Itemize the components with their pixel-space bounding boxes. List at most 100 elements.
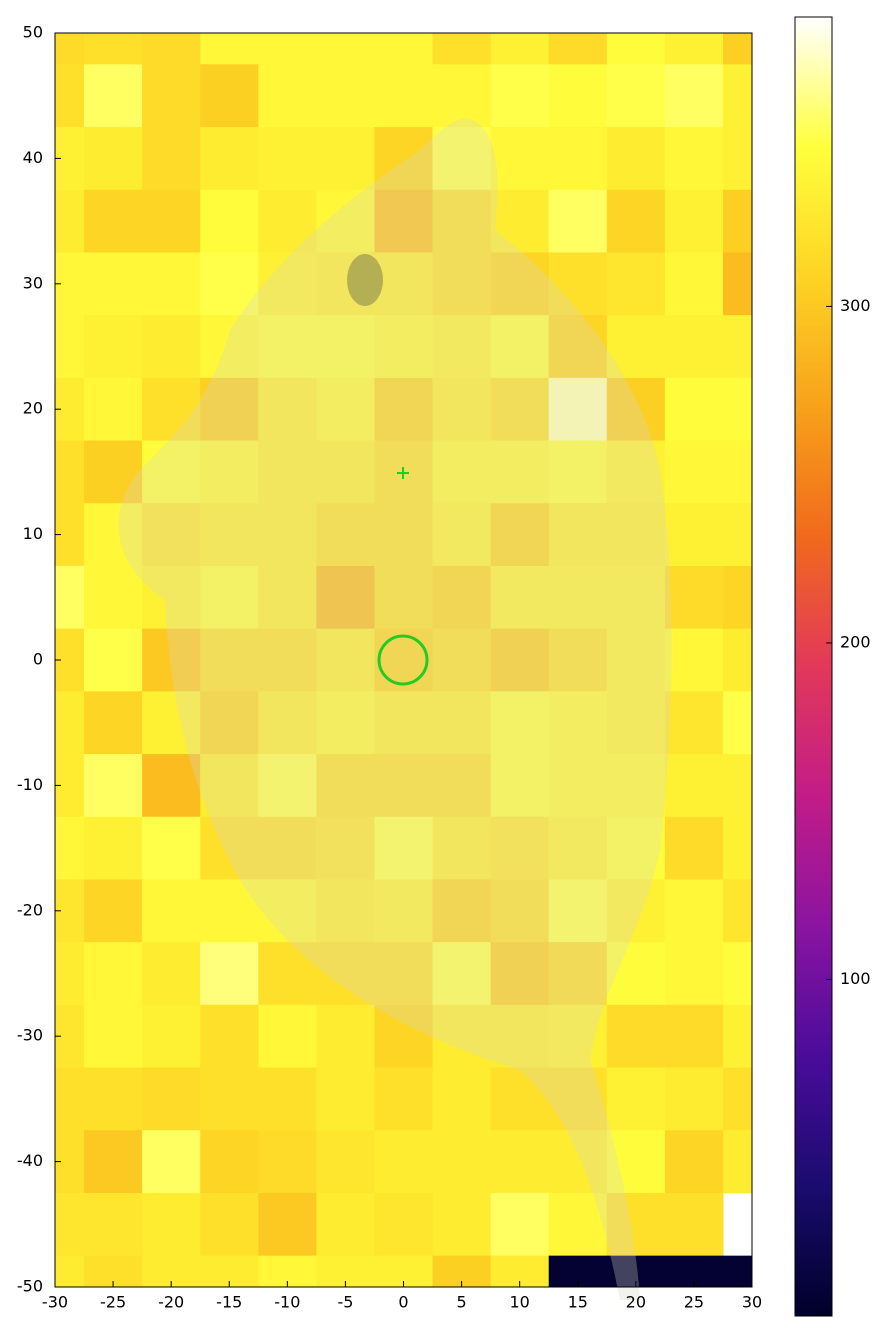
heatmap-cell bbox=[200, 127, 259, 190]
heatmap-cell bbox=[84, 1005, 143, 1068]
heatmap-cell bbox=[55, 441, 85, 504]
heatmap-cell bbox=[723, 629, 753, 692]
heatmap-cell bbox=[258, 64, 317, 127]
heatmap-cell bbox=[55, 315, 85, 378]
x-tick-label: 20 bbox=[626, 1293, 646, 1312]
heatmap-cell bbox=[142, 190, 201, 253]
heatmap-cell bbox=[142, 942, 201, 1005]
heatmap-cell bbox=[374, 1130, 433, 1193]
heatmap-cell bbox=[84, 315, 143, 378]
heatmap-cell bbox=[723, 1256, 753, 1288]
y-tick-label: -50 bbox=[17, 1277, 43, 1296]
y-tick-label: 40 bbox=[23, 148, 43, 167]
x-tick-label: 10 bbox=[509, 1293, 529, 1312]
heatmap-cell bbox=[665, 190, 724, 253]
heatmap-cell bbox=[665, 1130, 724, 1193]
heatmap-cell bbox=[665, 252, 724, 315]
heatmap-cell bbox=[607, 252, 666, 315]
colorbar-tick-label: 200 bbox=[840, 632, 871, 651]
heatmap-cell bbox=[374, 1068, 433, 1131]
colorbar-tick-label: 100 bbox=[840, 969, 871, 988]
heatmap-cell bbox=[665, 64, 724, 127]
heatmap-cell bbox=[374, 33, 433, 65]
colorbar bbox=[795, 17, 832, 1316]
heatmap-cell bbox=[200, 942, 259, 1005]
heatmap-cell bbox=[55, 1068, 85, 1131]
heatmap-cell bbox=[723, 1005, 753, 1068]
heatmap-cell bbox=[316, 1005, 375, 1068]
heatmap-cell bbox=[665, 127, 724, 190]
heatmap-cell bbox=[316, 1193, 375, 1256]
x-tick-label: -5 bbox=[337, 1293, 353, 1312]
heatmap-cell bbox=[723, 33, 753, 65]
heatmap-cell bbox=[84, 691, 143, 754]
heatmap-cell bbox=[55, 1193, 85, 1256]
x-tick-label: 25 bbox=[684, 1293, 704, 1312]
y-tick-label: 50 bbox=[23, 23, 43, 42]
y-tick-label: -30 bbox=[17, 1026, 43, 1045]
heatmap-cell bbox=[549, 190, 608, 253]
heatmap-cell bbox=[723, 378, 753, 441]
heatmap-cell bbox=[84, 127, 143, 190]
y-tick-label: -40 bbox=[17, 1151, 43, 1170]
heatmap-cell bbox=[723, 879, 753, 942]
heatmap-cell bbox=[84, 817, 143, 880]
heatmap-cell bbox=[84, 879, 143, 942]
heatmap-cell bbox=[142, 64, 201, 127]
heatmap-cell bbox=[665, 441, 724, 504]
heatmap-cell bbox=[607, 1005, 666, 1068]
x-tick-label: -10 bbox=[274, 1293, 300, 1312]
heatmap-cell bbox=[316, 1068, 375, 1131]
heatmap-cell bbox=[723, 942, 753, 1005]
heatmap-cell bbox=[491, 1193, 550, 1256]
heatmap-cell bbox=[549, 33, 608, 65]
heatmap-cell bbox=[55, 33, 85, 65]
heatmap-cell bbox=[433, 1193, 492, 1256]
heatmap-cell bbox=[200, 1193, 259, 1256]
heatmap-cell bbox=[258, 127, 317, 190]
heatmap-cell bbox=[723, 817, 753, 880]
heatmap-cell bbox=[55, 566, 85, 629]
heatmap-cell bbox=[665, 629, 724, 692]
heatmap-cell bbox=[142, 33, 201, 65]
heatmap-cell bbox=[665, 817, 724, 880]
x-tick-label: 5 bbox=[456, 1293, 466, 1312]
x-tick-label: 0 bbox=[398, 1293, 408, 1312]
heatmap-cell bbox=[142, 1130, 201, 1193]
heatmap-cell bbox=[433, 1068, 492, 1131]
heatmap-cell bbox=[723, 754, 753, 817]
y-tick-label: 30 bbox=[23, 273, 43, 292]
heatmap-cell bbox=[142, 879, 201, 942]
heatmap-cell bbox=[665, 503, 724, 566]
heatmap-cell bbox=[607, 1068, 666, 1131]
heatmap-cell bbox=[723, 1068, 753, 1131]
heatmap-cell bbox=[723, 691, 753, 754]
y-tick-label: 10 bbox=[23, 524, 43, 543]
heatmap-cell bbox=[84, 33, 143, 65]
heatmap-cell bbox=[723, 441, 753, 504]
x-tick-label: -25 bbox=[100, 1293, 126, 1312]
heatmap-cell bbox=[200, 64, 259, 127]
heatmap-cell bbox=[665, 879, 724, 942]
heatmap-cell bbox=[316, 127, 375, 190]
heatmap-cell bbox=[84, 64, 143, 127]
heatmap-cell bbox=[723, 190, 753, 253]
heatmap-cell bbox=[607, 190, 666, 253]
heatmap-cell bbox=[142, 127, 201, 190]
heatmap-cell bbox=[316, 64, 375, 127]
heatmap-cell bbox=[84, 629, 143, 692]
heatmap-cell bbox=[723, 315, 753, 378]
heatmap-cell bbox=[665, 1193, 724, 1256]
heatmap-cell bbox=[491, 127, 550, 190]
heatmap-cell bbox=[665, 691, 724, 754]
heatmap-cell bbox=[316, 1130, 375, 1193]
heatmap-cell bbox=[491, 1130, 550, 1193]
x-tick-label: 30 bbox=[742, 1293, 762, 1312]
heatmap-cell bbox=[723, 64, 753, 127]
heatmap-cell bbox=[607, 33, 666, 65]
heatmap-cell bbox=[723, 127, 753, 190]
heatmap-cell bbox=[55, 817, 85, 880]
heatmap-cell bbox=[258, 1005, 317, 1068]
heatmap-cell bbox=[665, 754, 724, 817]
heatmap-cell bbox=[665, 1005, 724, 1068]
